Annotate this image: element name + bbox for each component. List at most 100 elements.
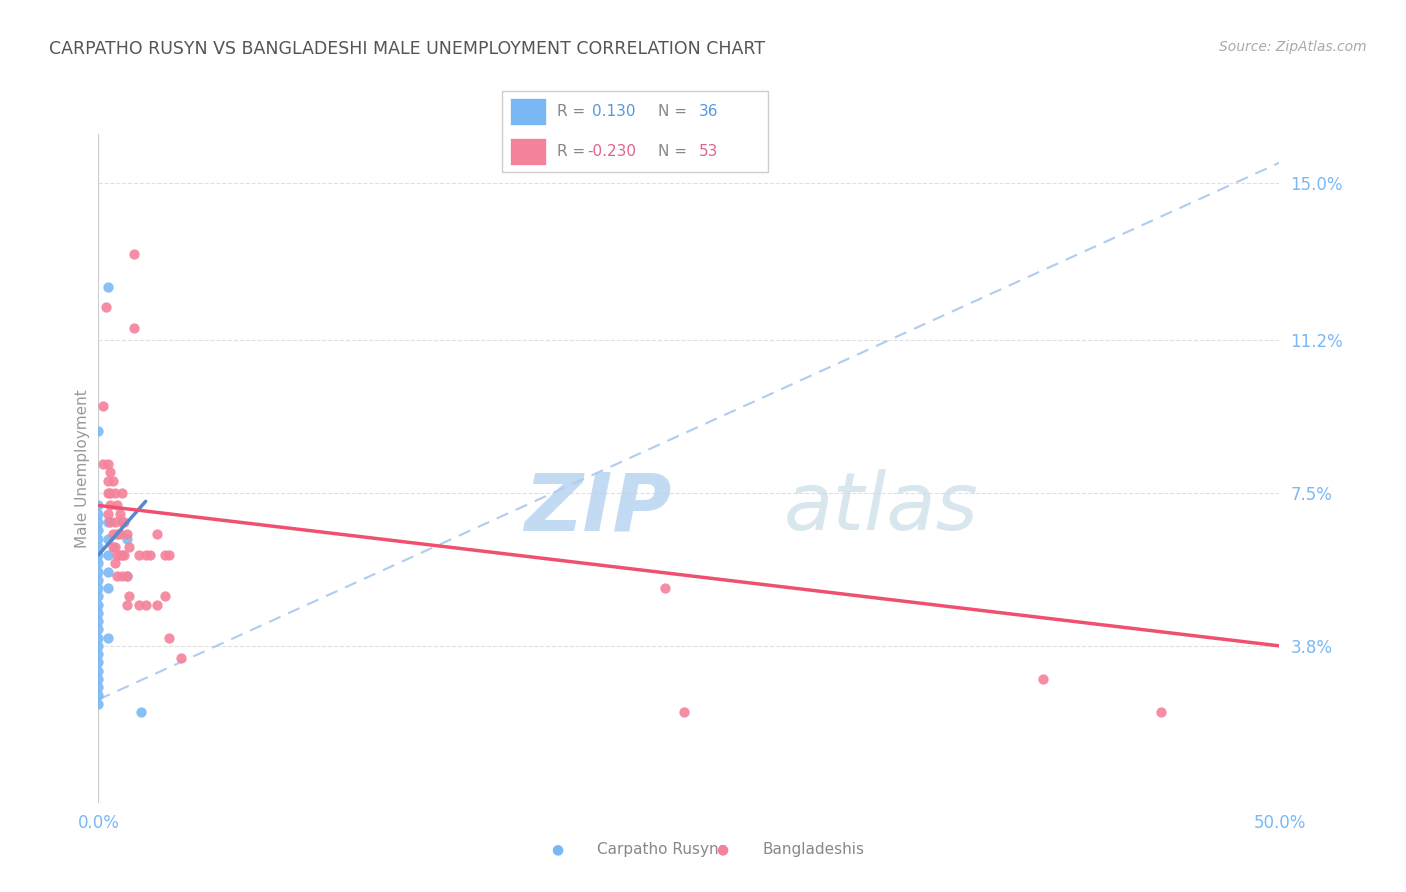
Point xyxy=(105,527,128,541)
Point xyxy=(98,466,121,480)
Point xyxy=(87,623,110,637)
Point xyxy=(87,532,110,546)
Text: 53: 53 xyxy=(699,145,718,160)
Point xyxy=(87,523,110,537)
Point xyxy=(91,400,114,414)
Point xyxy=(122,246,145,260)
Point xyxy=(98,486,121,500)
Point xyxy=(104,515,127,529)
Text: ●: ● xyxy=(717,842,728,856)
Text: 0.130: 0.130 xyxy=(592,103,636,119)
Point xyxy=(87,689,110,703)
Point xyxy=(105,568,128,582)
Point xyxy=(115,598,138,612)
Text: Bangladeshis: Bangladeshis xyxy=(762,842,865,856)
Point xyxy=(87,639,110,653)
Point xyxy=(146,598,169,612)
Point xyxy=(101,474,124,488)
Point xyxy=(91,457,114,471)
Point xyxy=(108,548,131,562)
Point xyxy=(101,540,124,554)
Point xyxy=(105,499,128,513)
Point xyxy=(157,631,180,645)
Point xyxy=(104,486,127,500)
Point xyxy=(87,664,110,678)
Point xyxy=(153,548,176,562)
Text: -0.230: -0.230 xyxy=(586,145,636,160)
Point xyxy=(135,598,157,612)
Point xyxy=(87,672,110,686)
Bar xyxy=(510,98,546,125)
Point xyxy=(97,507,120,521)
Text: ZIP: ZIP xyxy=(523,469,671,548)
Point xyxy=(97,631,120,645)
Point xyxy=(87,606,110,620)
Text: N =: N = xyxy=(658,103,692,119)
Text: 36: 36 xyxy=(699,103,718,119)
Point xyxy=(97,515,120,529)
Point xyxy=(87,590,110,604)
Point xyxy=(87,540,110,554)
Text: atlas: atlas xyxy=(783,469,979,548)
Point xyxy=(87,499,110,513)
Point xyxy=(97,532,120,546)
Point xyxy=(104,556,127,570)
Point xyxy=(87,573,110,587)
Point xyxy=(146,527,169,541)
Point xyxy=(87,424,110,438)
Bar xyxy=(510,138,546,165)
Point xyxy=(87,598,110,612)
Point xyxy=(87,548,110,562)
Point xyxy=(97,486,120,500)
Point xyxy=(128,598,150,612)
Point xyxy=(112,515,135,529)
Point xyxy=(105,548,128,562)
Point xyxy=(87,565,110,579)
Point xyxy=(97,474,120,488)
Point xyxy=(87,680,110,694)
Point xyxy=(128,548,150,562)
Point xyxy=(1150,705,1173,719)
Point xyxy=(115,527,138,541)
Point xyxy=(87,631,110,645)
Point xyxy=(97,548,120,562)
Point xyxy=(94,300,117,314)
Point xyxy=(97,279,120,293)
Point xyxy=(111,515,134,529)
Point xyxy=(129,705,152,719)
Point xyxy=(108,507,131,521)
FancyBboxPatch shape xyxy=(502,91,768,172)
Point xyxy=(87,581,110,595)
Point xyxy=(97,581,120,595)
Point xyxy=(654,581,676,595)
Point xyxy=(118,590,141,604)
Point xyxy=(87,656,110,670)
Y-axis label: Male Unemployment: Male Unemployment xyxy=(75,389,90,548)
Point xyxy=(87,647,110,661)
Text: Carpatho Rusyns: Carpatho Rusyns xyxy=(596,842,727,856)
Point xyxy=(115,568,138,582)
Point xyxy=(139,548,162,562)
Point xyxy=(157,548,180,562)
Point xyxy=(87,614,110,628)
Point xyxy=(108,527,131,541)
Point xyxy=(122,321,145,335)
Point xyxy=(118,540,141,554)
Text: CARPATHO RUSYN VS BANGLADESHI MALE UNEMPLOYMENT CORRELATION CHART: CARPATHO RUSYN VS BANGLADESHI MALE UNEMP… xyxy=(49,40,765,58)
Point xyxy=(111,486,134,500)
Point xyxy=(97,565,120,579)
Point xyxy=(87,507,110,521)
Point xyxy=(111,548,134,562)
Point xyxy=(87,697,110,711)
Point xyxy=(1032,672,1054,686)
Text: R =: R = xyxy=(557,103,595,119)
Point xyxy=(98,499,121,513)
Point xyxy=(111,568,134,582)
Point xyxy=(135,548,157,562)
Text: ●: ● xyxy=(551,842,564,856)
Point xyxy=(170,651,193,665)
Point xyxy=(87,556,110,570)
Point xyxy=(98,515,121,529)
Point xyxy=(115,568,138,582)
Point xyxy=(112,548,135,562)
